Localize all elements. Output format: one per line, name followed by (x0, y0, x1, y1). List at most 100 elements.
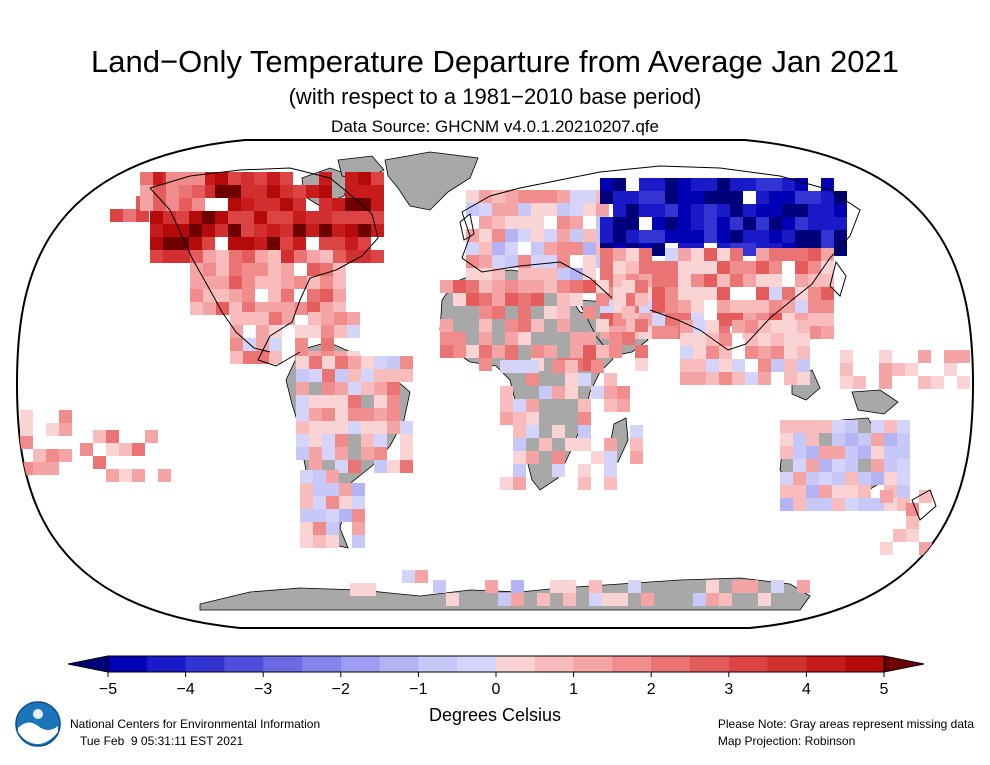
anomaly-cell (743, 217, 756, 230)
anomaly-cell (795, 217, 808, 230)
anomaly-cell (570, 268, 583, 281)
anomaly-cell (268, 302, 281, 315)
anomaly-cell (797, 333, 810, 346)
anomaly-cell (59, 423, 72, 436)
anomaly-cell (106, 469, 119, 482)
anomaly-cell (652, 191, 665, 204)
anomaly-cell (622, 332, 635, 345)
anomaly-cell (203, 250, 216, 263)
anomaly-cell (665, 261, 678, 274)
anomaly-cell (583, 203, 596, 216)
anomaly-cell (345, 198, 358, 211)
anomaly-cell (230, 312, 243, 325)
anomaly-cell (565, 360, 578, 373)
anomaly-cell (500, 399, 513, 412)
anomaly-cell (552, 451, 565, 464)
anomaly-cell (400, 447, 413, 460)
anomaly-cell (806, 485, 819, 498)
anomaly-cell (730, 191, 743, 204)
anomaly-cell (254, 224, 267, 237)
anomaly-cell (834, 230, 847, 243)
anomaly-cell (345, 237, 358, 250)
anomaly-cell (361, 421, 374, 434)
anomaly-cell (808, 204, 821, 217)
anomaly-cell (678, 287, 691, 300)
anomaly-cell (693, 333, 706, 346)
colorbar-swatch (845, 656, 885, 672)
anomaly-cell (500, 412, 513, 425)
anomaly-cell (466, 293, 479, 306)
anomaly-cell (832, 433, 845, 446)
anomaly-cell (254, 198, 267, 211)
anomaly-cell (479, 216, 492, 229)
anomaly-cell (531, 203, 544, 216)
anomaly-cell (505, 293, 518, 306)
anomaly-cell (732, 359, 745, 372)
anomaly-cell (326, 509, 339, 522)
anomaly-cell (363, 583, 376, 596)
anomaly-cell (639, 261, 652, 274)
anomaly-cell (531, 216, 544, 229)
anomaly-cell (345, 172, 358, 185)
anomaly-cell (717, 191, 730, 204)
anomaly-cell (557, 268, 570, 281)
anomaly-cell (33, 449, 46, 462)
anomaly-cell (570, 293, 583, 306)
anomaly-cell (500, 477, 513, 490)
anomaly-cell (176, 211, 189, 224)
anomaly-cell (756, 204, 769, 217)
anomaly-cell (123, 209, 136, 222)
anomaly-cell (387, 382, 400, 395)
anomaly-cell (665, 178, 678, 191)
anomaly-cell (795, 248, 808, 261)
anomaly-cell (119, 443, 132, 456)
anomaly-cell (626, 191, 639, 204)
anomaly-cell (565, 386, 578, 399)
anomaly-cell (717, 217, 730, 230)
anomaly-cell (596, 345, 609, 358)
anomaly-cell (793, 485, 806, 498)
anomaly-cell (296, 434, 309, 447)
anomaly-cell (358, 198, 371, 211)
anomaly-cell (552, 360, 565, 373)
anomaly-cell (453, 293, 466, 306)
anomaly-cell (832, 485, 845, 498)
anomaly-cell (348, 395, 361, 408)
anomaly-cell (243, 312, 256, 325)
anomaly-cell (387, 460, 400, 473)
anomaly-cell (821, 326, 834, 339)
anomaly-cell (795, 178, 808, 191)
anomaly-cell (176, 250, 189, 263)
anomaly-cell (544, 345, 557, 358)
anomaly-cell (335, 369, 348, 382)
anomaly-cell (880, 542, 893, 555)
anomaly-cell (492, 216, 505, 229)
anomaly-cell (758, 333, 771, 346)
anomaly-cell (242, 276, 255, 289)
anomaly-cell (333, 276, 346, 289)
anomaly-cell (745, 580, 758, 593)
anomaly-cell (795, 191, 808, 204)
anomaly-cell (600, 248, 613, 261)
anomaly-cell (166, 198, 179, 211)
anomaly-cell (230, 338, 243, 351)
anomaly-cell (858, 472, 871, 485)
anomaly-cell (518, 216, 531, 229)
anomaly-cell (743, 274, 756, 287)
anomaly-cell (309, 447, 322, 460)
anomaly-cell (479, 345, 492, 358)
anomaly-cell (639, 204, 652, 217)
anomaly-cell (665, 300, 678, 313)
anomaly-cell (479, 358, 492, 371)
anomaly-cell (280, 211, 293, 224)
anomaly-cell (858, 485, 871, 498)
anomaly-cell (732, 372, 745, 385)
anomaly-cell (879, 363, 892, 376)
anomaly-cell (492, 306, 505, 319)
anomaly-cell (845, 472, 858, 485)
anomaly-cell (795, 261, 808, 274)
anomaly-cell (578, 425, 591, 438)
anomaly-cell (771, 346, 784, 359)
anomaly-cell (358, 237, 371, 250)
anomaly-cell (613, 217, 626, 230)
